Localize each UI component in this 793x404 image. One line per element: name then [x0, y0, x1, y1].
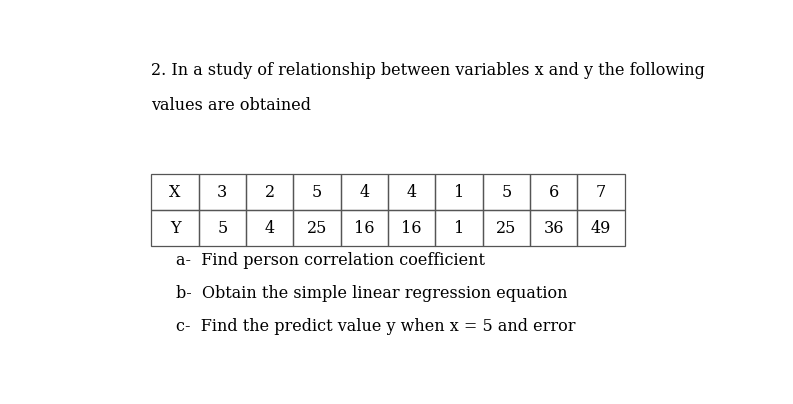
Text: Y: Y [170, 220, 180, 237]
Bar [483, 175, 530, 210]
Text: 4: 4 [359, 184, 370, 201]
Bar [246, 210, 293, 246]
Text: 5: 5 [217, 220, 228, 237]
Bar [483, 210, 530, 246]
Bar [388, 210, 435, 246]
Bar [388, 175, 435, 210]
Text: 5: 5 [312, 184, 322, 201]
Bar [199, 175, 246, 210]
Text: values are obtained: values are obtained [151, 97, 312, 114]
Text: 1: 1 [454, 220, 464, 237]
Text: c-  Find the predict value y when x = 5 and error: c- Find the predict value y when x = 5 a… [176, 318, 576, 335]
Bar [530, 175, 577, 210]
Text: 7: 7 [596, 184, 606, 201]
Text: 2: 2 [265, 184, 274, 201]
Text: 4: 4 [265, 220, 274, 237]
Text: 4: 4 [407, 184, 416, 201]
Text: 49: 49 [591, 220, 611, 237]
Text: 3: 3 [217, 184, 228, 201]
Bar [151, 210, 199, 246]
Text: a-  Find person correlation coefficient: a- Find person correlation coefficient [176, 252, 485, 269]
Text: 6: 6 [549, 184, 559, 201]
Bar [341, 175, 388, 210]
Bar [151, 175, 199, 210]
Text: 16: 16 [354, 220, 374, 237]
Bar [530, 210, 577, 246]
Text: 2. In a study of relationship between variables x and y the following: 2. In a study of relationship between va… [151, 63, 705, 80]
Bar [435, 210, 483, 246]
Bar [341, 210, 388, 246]
Text: X: X [170, 184, 181, 201]
Text: 1: 1 [454, 184, 464, 201]
Bar [435, 175, 483, 210]
Text: b-  Obtain the simple linear regression equation: b- Obtain the simple linear regression e… [176, 285, 568, 302]
Bar [577, 210, 625, 246]
Bar [577, 175, 625, 210]
Text: 25: 25 [496, 220, 516, 237]
Text: 5: 5 [501, 184, 511, 201]
Bar [246, 175, 293, 210]
Text: 36: 36 [543, 220, 564, 237]
Bar [293, 210, 341, 246]
Bar [199, 210, 246, 246]
Text: 16: 16 [401, 220, 422, 237]
Bar [293, 175, 341, 210]
Text: 25: 25 [307, 220, 328, 237]
